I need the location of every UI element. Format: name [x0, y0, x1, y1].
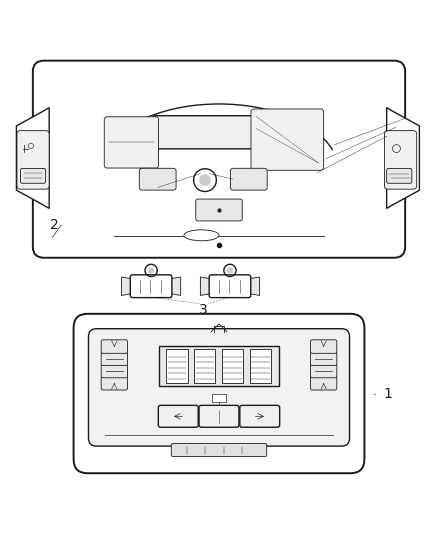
FancyBboxPatch shape [171, 443, 267, 457]
FancyBboxPatch shape [385, 131, 417, 189]
Bar [166, 349, 187, 383]
FancyBboxPatch shape [199, 405, 239, 427]
FancyBboxPatch shape [101, 352, 127, 366]
FancyBboxPatch shape [101, 364, 127, 378]
FancyBboxPatch shape [196, 199, 242, 221]
Bar [159, 346, 279, 386]
Bar [222, 349, 243, 383]
FancyBboxPatch shape [33, 61, 405, 258]
FancyBboxPatch shape [387, 168, 412, 183]
FancyBboxPatch shape [101, 376, 127, 390]
FancyBboxPatch shape [240, 405, 279, 427]
Text: 1: 1 [383, 386, 392, 400]
Circle shape [148, 268, 154, 273]
Text: 2: 2 [50, 218, 59, 232]
Polygon shape [121, 277, 132, 295]
FancyBboxPatch shape [311, 364, 337, 378]
Polygon shape [249, 277, 259, 295]
Bar [194, 349, 215, 383]
Text: 3: 3 [199, 303, 208, 317]
FancyBboxPatch shape [131, 275, 172, 297]
Polygon shape [16, 108, 49, 208]
FancyBboxPatch shape [88, 329, 350, 446]
Polygon shape [131, 116, 307, 149]
FancyBboxPatch shape [139, 168, 176, 190]
Polygon shape [170, 277, 180, 295]
FancyBboxPatch shape [230, 168, 267, 190]
FancyBboxPatch shape [21, 168, 46, 183]
Bar [212, 394, 226, 402]
FancyBboxPatch shape [74, 314, 364, 473]
Polygon shape [201, 277, 211, 295]
FancyBboxPatch shape [104, 117, 159, 168]
Bar [250, 349, 271, 383]
FancyBboxPatch shape [209, 275, 251, 297]
FancyBboxPatch shape [311, 352, 337, 366]
FancyBboxPatch shape [311, 340, 337, 353]
Circle shape [199, 174, 211, 186]
FancyBboxPatch shape [101, 340, 127, 353]
FancyBboxPatch shape [311, 376, 337, 390]
Ellipse shape [184, 230, 219, 241]
FancyBboxPatch shape [251, 109, 324, 171]
Circle shape [227, 268, 233, 273]
Polygon shape [387, 108, 419, 208]
FancyBboxPatch shape [17, 131, 49, 189]
FancyBboxPatch shape [158, 405, 198, 427]
